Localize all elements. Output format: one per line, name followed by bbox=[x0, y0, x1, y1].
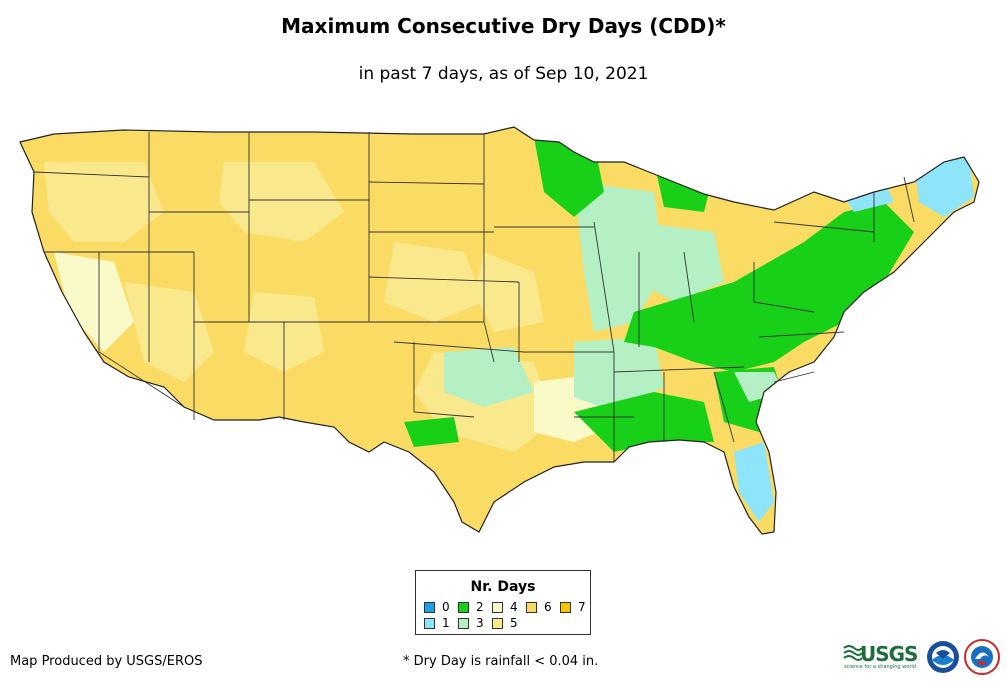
legend-label-1: 1 bbox=[442, 616, 450, 630]
legend-swatch-5 bbox=[492, 618, 503, 629]
legend: Nr. Days 0 1 2 3 4 5 6 7 bbox=[415, 570, 591, 635]
usgs-logo-text: USGS bbox=[860, 642, 918, 666]
legend-title: Nr. Days bbox=[470, 579, 536, 595]
legend-swatch-7 bbox=[560, 602, 571, 613]
agency-logos: USGS science for a changing world bbox=[842, 636, 1002, 676]
legend-swatch-2 bbox=[458, 602, 469, 613]
map-credit: Map Produced by USGS/EROS bbox=[10, 654, 203, 669]
map-title: Maximum Consecutive Dry Days (CDD)* bbox=[281, 14, 726, 38]
nws-logo-icon bbox=[964, 639, 1000, 675]
legend-label-2: 2 bbox=[476, 600, 484, 614]
usgs-tagline: science for a changing world bbox=[844, 664, 916, 670]
map-subtitle: in past 7 days, as of Sep 10, 2021 bbox=[358, 64, 649, 84]
legend-label-3: 3 bbox=[476, 616, 484, 630]
legend-swatch-1 bbox=[424, 618, 435, 629]
legend-swatch-3 bbox=[458, 618, 469, 629]
usgs-logo-icon bbox=[843, 645, 862, 661]
legend-label-7: 7 bbox=[578, 600, 586, 614]
legend-label-4: 4 bbox=[510, 600, 518, 614]
legend-swatch-4 bbox=[492, 602, 503, 613]
legend-swatch-6 bbox=[526, 602, 537, 613]
legend-swatch-0 bbox=[424, 602, 435, 613]
us-cdd-map bbox=[19, 126, 980, 535]
legend-label-5: 5 bbox=[510, 616, 518, 630]
dry-day-footnote: * Dry Day is rainfall < 0.04 in. bbox=[403, 654, 599, 669]
legend-label-6: 6 bbox=[544, 600, 552, 614]
noaa-logo-icon bbox=[927, 641, 959, 673]
legend-label-0: 0 bbox=[442, 600, 450, 614]
